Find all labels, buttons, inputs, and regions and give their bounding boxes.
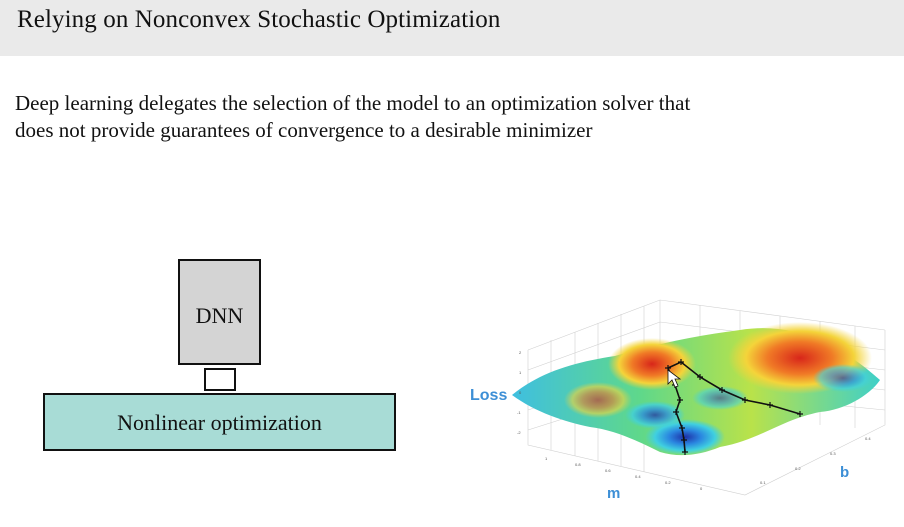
svg-text:1: 1 [545, 456, 548, 461]
svg-text:0.2: 0.2 [665, 480, 671, 485]
svg-text:1: 1 [519, 370, 522, 375]
path-markers [665, 359, 803, 455]
svg-text:0.4: 0.4 [865, 436, 871, 441]
svg-text:0: 0 [700, 486, 703, 491]
svg-text:0.4: 0.4 [635, 474, 641, 479]
slide-body-text: Deep learning delegates the selection of… [15, 90, 875, 144]
svg-text:2: 2 [519, 350, 522, 355]
x-axis-label: m [607, 485, 620, 502]
y-axis-label: b [840, 464, 849, 481]
connector-block [204, 368, 236, 391]
optimization-label: Nonlinear optimization [117, 410, 322, 435]
title-bar: Relying on Nonconvex Stochastic Optimiza… [0, 0, 904, 56]
body-line-2: does not provide guarantees of convergen… [15, 118, 593, 142]
cursor-pointer-icon [667, 369, 682, 388]
z-axis-label: Loss [470, 387, 507, 404]
tick-marks: 2 1 0 -1 -2 1 0.8 0.6 0.4 0.2 0 0.1 0.2 0.3 0.4 [517, 350, 871, 491]
dnn-label: DNN [195, 303, 244, 328]
svg-text:-2: -2 [517, 430, 521, 435]
body-line-1: Deep learning delegates the selection of… [15, 91, 691, 115]
svg-text:-1: -1 [517, 410, 521, 415]
svg-text:0.6: 0.6 [605, 468, 611, 473]
slide-title: Relying on Nonconvex Stochastic Optimiza… [17, 6, 501, 33]
optimization-box: Nonlinear optimization [43, 393, 396, 451]
svg-text:0.3: 0.3 [830, 451, 836, 456]
svg-text:0.1: 0.1 [760, 480, 766, 485]
loss-surface [512, 322, 880, 456]
loss-surface-plot: 2 1 0 -1 -2 1 0.8 0.6 0.4 0.2 0 0.1 0.2 0.3 0.4… [470, 299, 886, 502]
svg-text:0.2: 0.2 [795, 466, 801, 471]
dnn-box: DNN [178, 259, 261, 365]
svg-text:0: 0 [519, 390, 522, 395]
svg-text:0.8: 0.8 [575, 462, 581, 467]
